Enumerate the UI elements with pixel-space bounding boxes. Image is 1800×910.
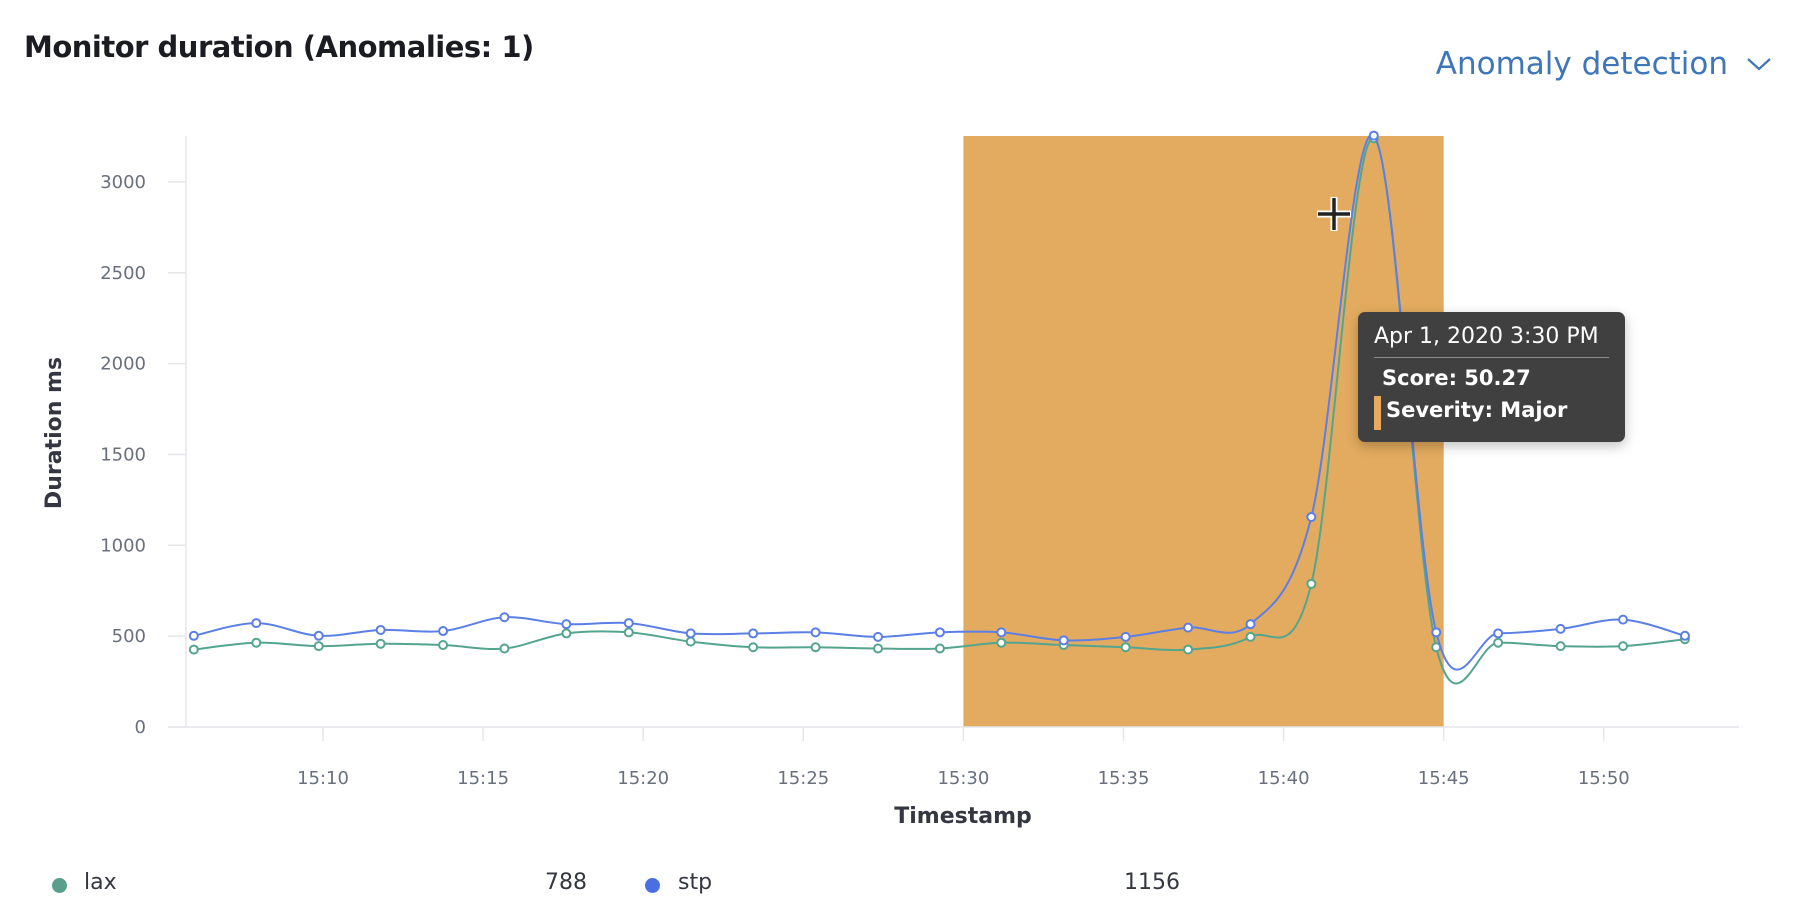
legend-value-stp: 1156 [1124,870,1180,895]
legend-dot-lax [52,878,67,893]
y-tick-label: 3000 [100,172,146,193]
data-point-lax [499,643,510,654]
y-tick-label: 2000 [100,354,146,375]
crosshair-cursor-icon [1317,197,1351,231]
y-axis-label: Duration ms [42,357,67,509]
data-point-stp [1679,630,1690,641]
data-point-stp [1058,635,1069,646]
data-point-lax [1183,644,1194,655]
data-point-stp [934,627,945,638]
data-point-lax [934,643,945,654]
data-point-lax [251,637,262,648]
data-point-lax [561,628,572,639]
data-point-lax [810,642,821,653]
chart-title: Monitor duration (Anomalies: 1) [24,30,534,64]
data-point-stp [438,626,449,637]
duration-chart[interactable]: 0 500 1000 1500 2000 2500 3000 15:10 15:15 15:20 1… [0,0,1800,860]
anomaly-tooltip: Apr 1, 2020 3:30 PM Score: 50.27 Severit… [1358,312,1625,442]
data-point-lax [1120,642,1131,653]
y-tick-label: 2500 [100,263,146,284]
legend: lax 788 stp 1156 [0,870,1800,904]
data-point-stp [499,612,510,623]
data-point-lax [375,638,386,649]
data-point-stp [1245,619,1256,630]
data-point-stp [623,618,634,629]
legend-value-lax: 788 [545,870,587,895]
x-tick-label: 15:10 [297,768,349,789]
legend-dot-stp [645,878,660,893]
data-point-lax [1245,631,1256,642]
x-tick-label: 15:20 [617,768,669,789]
x-tick-label: 15:15 [457,768,509,789]
tooltip-severity-row: Severity: Major [1374,396,1609,430]
data-point-stp [1493,628,1504,639]
data-point-lax [873,643,884,654]
data-point-stp [561,619,572,630]
y-tick-label: 500 [112,626,146,647]
y-tick-label: 1000 [100,535,146,556]
data-point-stp [375,624,386,635]
chevron-down-icon [1747,58,1771,71]
data-point-lax [1493,637,1504,648]
data-point-stp [685,628,696,639]
data-point-lax [1555,641,1566,652]
data-point-lax [996,637,1007,648]
x-axis-label: Timestamp [894,804,1032,829]
data-point-stp [313,630,324,641]
y-tick-label: 0 [135,717,146,738]
data-point-stp [188,630,199,641]
data-point-stp [1431,627,1442,638]
data-point-stp [1618,614,1629,625]
data-point-lax [685,636,696,647]
data-point-lax [1306,578,1317,589]
data-point-stp [1183,622,1194,633]
anomaly-detection-menu[interactable]: Anomaly detection [1436,46,1772,82]
anomaly-detection-label: Anomaly detection [1435,46,1728,82]
data-point-lax [1618,641,1629,652]
data-point-lax [623,627,634,638]
x-tick-label: 15:30 [937,768,989,789]
x-tick-label: 15:35 [1098,768,1150,789]
data-point-stp [1555,623,1566,634]
x-tick-label: 15:45 [1418,768,1470,789]
data-point-stp [1120,631,1131,642]
x-tick-label: 15:50 [1578,768,1630,789]
y-tick-label: 1500 [100,444,146,465]
data-point-lax [438,640,449,651]
data-point-stp [996,627,1007,638]
tooltip-date: Apr 1, 2020 3:30 PM [1374,324,1609,358]
data-point-stp [1306,511,1317,522]
data-point-stp [748,628,759,639]
tooltip-score: Score: 50.27 [1382,366,1531,390]
data-point-stp [251,618,262,629]
data-point-stp [1368,130,1379,141]
tooltip-severity: Severity: Major [1386,398,1568,422]
legend-label-lax[interactable]: lax [84,870,117,895]
data-point-lax [313,641,324,652]
severity-color-bar [1374,396,1381,430]
x-tick-label: 15:40 [1258,768,1310,789]
legend-label-stp[interactable]: stp [678,870,713,895]
data-point-stp [810,627,821,638]
x-tick-label: 15:25 [777,768,829,789]
data-point-stp [873,631,884,642]
data-point-lax [748,642,759,653]
data-point-lax [188,644,199,655]
